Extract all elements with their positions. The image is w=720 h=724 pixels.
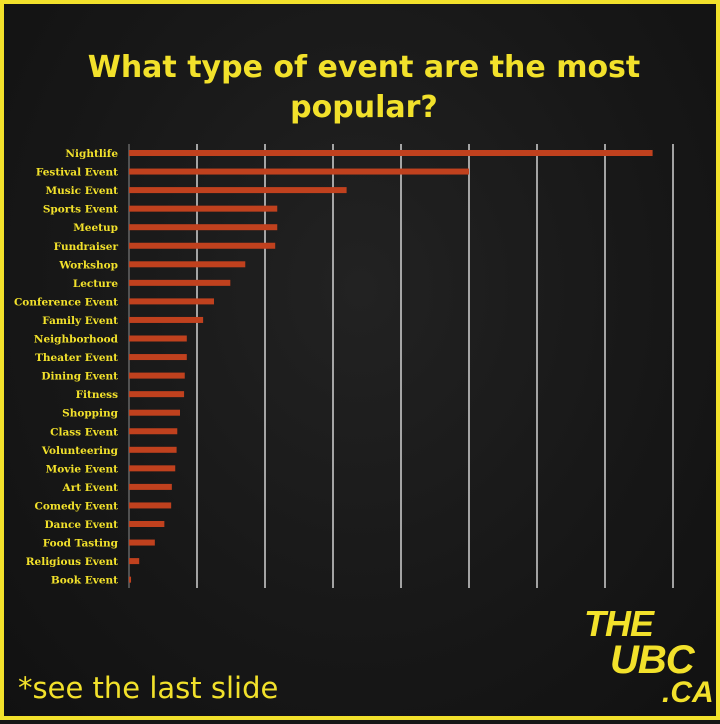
category-label: Fundraiser	[54, 241, 119, 253]
category-label: Movie Event	[46, 463, 118, 475]
category-label: Theater Event	[35, 352, 118, 364]
bar-workshop	[129, 261, 246, 268]
chart-title: What type of event are the most popular?	[87, 50, 641, 125]
bar-movie-event	[129, 465, 176, 472]
category-label: Music Event	[46, 185, 119, 197]
category-label: Comedy Event	[34, 500, 118, 512]
bar-dining-event	[129, 372, 185, 379]
bar-food-tasting	[129, 539, 155, 546]
category-label: Religious Event	[26, 556, 118, 568]
bar-comedy-event	[129, 502, 172, 509]
theubc-logo: THE UBC .CA	[582, 603, 714, 714]
bar-fitness	[129, 391, 185, 398]
bar-shopping	[129, 409, 180, 416]
bar-volunteering	[129, 446, 177, 453]
bar-nightlife	[129, 150, 653, 156]
category-label: Dance Event	[44, 519, 118, 531]
bar-religious-event	[129, 558, 140, 565]
bar-fundraiser	[129, 242, 276, 249]
category-label: Festival Event	[36, 167, 118, 179]
bar-music-event	[129, 187, 347, 194]
bar-meetup	[129, 224, 278, 231]
bar-sports-event	[129, 205, 278, 212]
bar-book-event	[129, 576, 132, 583]
category-label: Sports Event	[43, 204, 118, 216]
bar-theater-event	[129, 354, 187, 361]
bar-conference-event	[129, 298, 214, 305]
logo-line-ubc: UBC	[610, 638, 695, 682]
bar-art-event	[129, 483, 172, 490]
category-label: Meetup	[73, 222, 118, 234]
footnote: *see the last slide	[18, 671, 279, 705]
bar-dance-event	[129, 521, 165, 527]
category-label: Family Event	[42, 315, 118, 327]
category-label: Nightlife	[65, 148, 118, 160]
category-label: Lecture	[73, 278, 118, 290]
category-label: Food Tasting	[43, 538, 119, 550]
bar-neighborhood	[129, 335, 187, 342]
bar-lecture	[129, 279, 231, 286]
category-label: Neighborhood	[34, 334, 119, 346]
category-label: Dining Event	[41, 371, 118, 383]
logo-line-the: THE	[584, 603, 654, 644]
bar-festival-event	[129, 168, 469, 175]
category-label: Fitness	[76, 389, 119, 401]
bar-class-event	[129, 428, 178, 435]
category-label: Art Event	[62, 482, 119, 494]
bar-chart: Nightlife Festival Event Music Event Sports…	[14, 144, 674, 588]
category-label: Shopping	[62, 408, 119, 420]
category-label: Conference Event	[14, 296, 118, 308]
category-label: Book Event	[51, 575, 118, 587]
logo-line-ca: .CA	[662, 676, 714, 709]
bar-family-event	[129, 316, 204, 323]
category-label: Workshop	[58, 259, 118, 271]
category-label: Class Event	[50, 426, 118, 438]
category-label: Volunteering	[41, 445, 119, 457]
